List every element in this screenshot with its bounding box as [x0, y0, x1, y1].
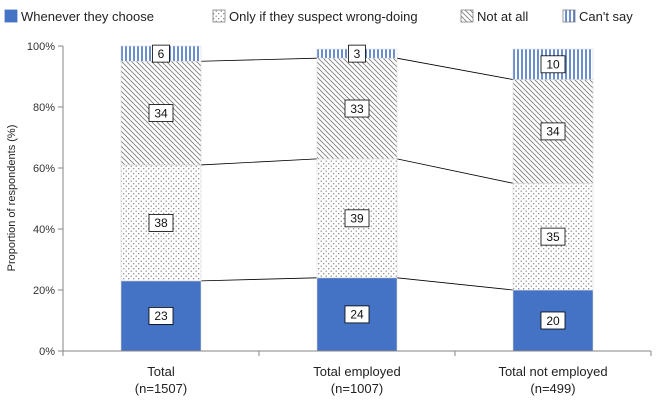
- legend-swatch: [4, 9, 18, 23]
- data-label: 38: [154, 216, 168, 230]
- data-label-box: [152, 44, 170, 63]
- legend-item: Can't say: [562, 9, 633, 24]
- data-label-box: [344, 209, 370, 228]
- data-label-box: [348, 44, 366, 63]
- legend-label: Only if they suspect wrong-doing: [229, 9, 418, 24]
- legend: Whenever they choose Only if they suspect…: [4, 9, 633, 24]
- series-line: [200, 57, 318, 62]
- series-line: [200, 158, 318, 166]
- data-label-box: [344, 305, 370, 324]
- series-line: [200, 277, 318, 282]
- data-label: 23: [154, 309, 168, 323]
- series-line: [396, 158, 514, 184]
- y-tick-label: 40%: [33, 224, 55, 236]
- y-tick-label: 20%: [33, 285, 55, 297]
- series-line: [396, 57, 514, 80]
- y-tick-label: 0%: [39, 346, 55, 358]
- y-tick-label: 80%: [33, 102, 55, 114]
- legend-label: Whenever they choose: [21, 9, 154, 24]
- data-label: 34: [546, 125, 560, 139]
- legend-item: Whenever they choose: [4, 9, 154, 24]
- data-label: 35: [546, 230, 560, 244]
- data-label: 39: [350, 212, 364, 226]
- data-label: 3: [354, 47, 361, 61]
- x-category-label: Total not employed (n=499): [498, 364, 607, 396]
- data-label-box: [540, 227, 566, 246]
- data-label: 34: [154, 106, 168, 120]
- data-label-box: [148, 307, 174, 325]
- legend-label: Not at all: [477, 9, 528, 24]
- bars: 23 24 20 38 39 35 34 33 34 6 3 10: [120, 44, 594, 352]
- data-label-box: [148, 213, 174, 232]
- data-label: 33: [350, 102, 364, 116]
- series-lines: [200, 57, 514, 291]
- series-line: [396, 277, 514, 291]
- data-label-box: [540, 55, 566, 74]
- legend-swatch: [460, 9, 474, 23]
- legend-item: Only if they suspect wrong-doing: [212, 9, 418, 24]
- y-axis-label: Proportion of respondents (%): [6, 125, 18, 272]
- data-label: 10: [546, 58, 560, 72]
- x-category-label: Total (n=1507): [135, 364, 187, 396]
- x-axis: Total (n=1507) Total employed (n=1007) Total…: [62, 350, 652, 396]
- legend-item: Not at all: [460, 9, 528, 24]
- data-label-box: [344, 99, 370, 118]
- y-tick-label: 100%: [27, 41, 55, 53]
- legend-swatch: [562, 9, 576, 23]
- data-label-box: [540, 311, 566, 330]
- data-label: 20: [546, 314, 560, 328]
- legend-swatch: [212, 9, 226, 23]
- y-tick-label: 60%: [33, 163, 55, 175]
- x-category-label: Total employed (n=1007): [313, 364, 400, 396]
- data-label: 6: [158, 47, 165, 61]
- legend-label: Can't say: [579, 9, 633, 24]
- data-label-box: [540, 122, 566, 141]
- data-label-box: [148, 104, 174, 122]
- y-axis: 0% 20% 40% 60% 80% 100%: [27, 41, 64, 358]
- data-label: 24: [350, 308, 364, 322]
